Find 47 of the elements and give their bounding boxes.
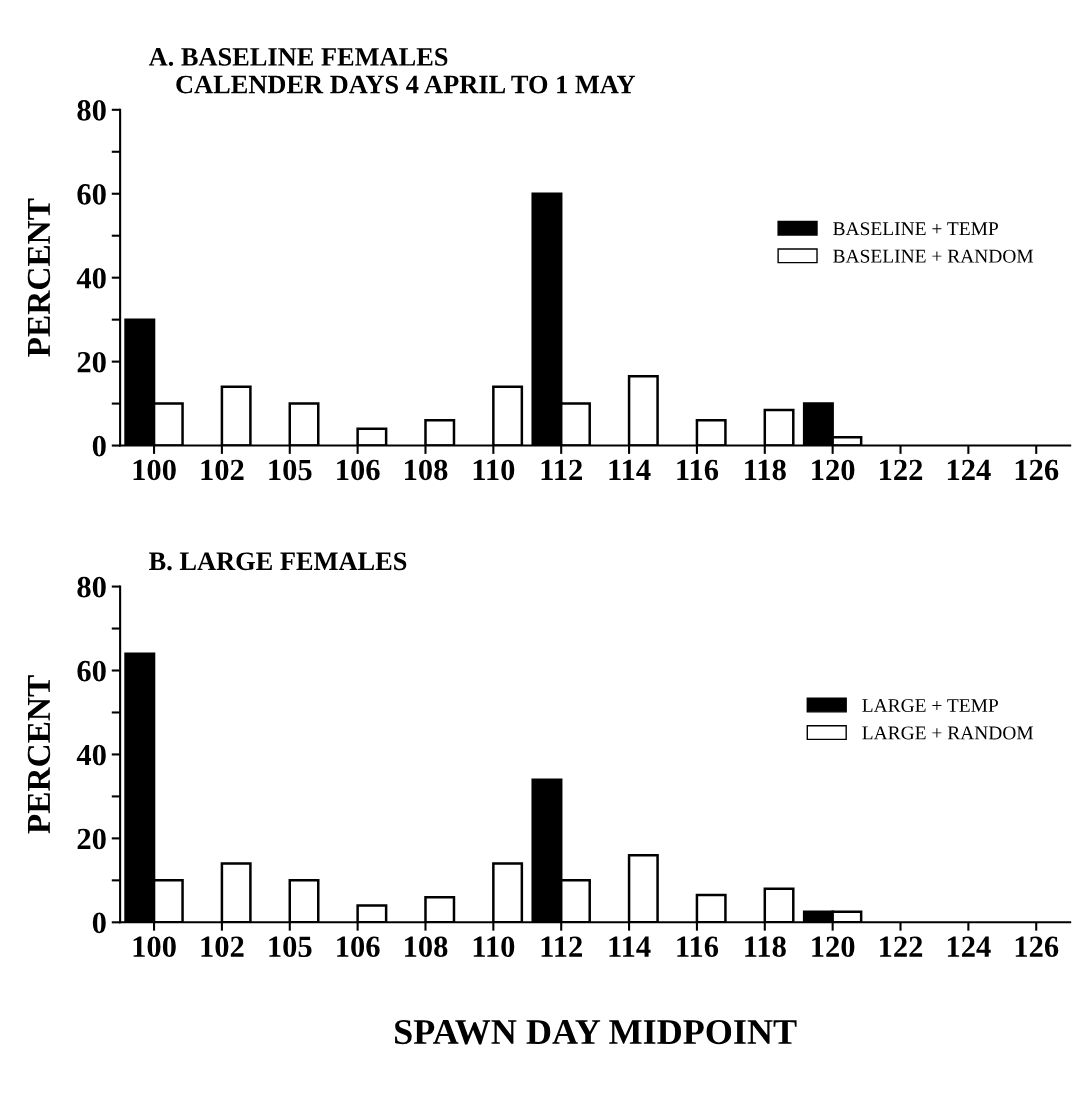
legend-label: BASELINE + TEMP — [833, 222, 998, 236]
x-tick-label: 120 — [812, 459, 855, 481]
chart-title: A. BASELINE FEMALES CALENDER DAYS 4 APRIL TO 1 MAY — [148, 48, 636, 94]
x-tick-label: 102 — [201, 459, 244, 481]
y-axis-title: PERCENT — [27, 675, 51, 834]
x-tick-label: 116 — [677, 936, 719, 958]
legend-label: LARGE + TEMP — [862, 698, 998, 713]
x-tick-label: 120 — [812, 936, 855, 958]
x-tick-label: 118 — [745, 936, 786, 958]
x-tick-label: 126 — [1015, 936, 1059, 958]
y-tick-label: 60 — [77, 660, 106, 682]
x-tick-label: 118 — [745, 459, 786, 481]
legend-label: LARGE + RANDOM — [862, 726, 1034, 740]
x-tick-label: 122 — [880, 936, 923, 957]
x-tick-label: 112 — [541, 936, 582, 957]
x-tick-label: 102 — [201, 936, 244, 958]
y-tick-label: 20 — [77, 828, 106, 850]
legend-label: BASELINE + RANDOM — [833, 249, 1034, 263]
y-tick-label: 80 — [77, 576, 106, 598]
chart-title: B. LARGE FEMALES — [149, 552, 407, 571]
y-tick-label: 0 — [92, 435, 106, 457]
x-tick-label: 122 — [880, 459, 923, 480]
y-tick-label: 60 — [77, 184, 106, 205]
x-tick-label: 116 — [677, 459, 719, 481]
x-tick-label: 114 — [609, 936, 651, 957]
y-tick-label: 20 — [77, 351, 106, 373]
x-tick-label: 100 — [133, 459, 176, 481]
x-tick-label: 108 — [405, 936, 448, 958]
x-tick-label: 106 — [337, 936, 380, 958]
x-axis-title: SPAWN DAY MIDPOINT — [395, 1019, 797, 1045]
x-tick-label: 100 — [133, 936, 176, 958]
y-tick-label: 40 — [76, 267, 106, 289]
y-tick-label: 0 — [92, 912, 106, 934]
x-tick-label: 105 — [269, 459, 312, 481]
x-tick-label: 110 — [473, 936, 515, 958]
y-tick-label: 40 — [76, 744, 106, 766]
y-tick-label: 80 — [77, 100, 106, 121]
x-tick-label: 124 — [947, 936, 991, 957]
x-tick-label: 114 — [609, 459, 651, 480]
x-tick-label: 108 — [405, 459, 448, 481]
x-tick-label: 124 — [947, 459, 991, 480]
y-axis-title: PERCENT — [27, 198, 51, 357]
x-tick-label: 112 — [541, 459, 582, 480]
x-tick-label: 106 — [337, 459, 380, 481]
x-tick-label: 126 — [1015, 459, 1059, 481]
x-tick-label: 105 — [269, 936, 312, 958]
x-tick-label: 110 — [473, 459, 515, 481]
